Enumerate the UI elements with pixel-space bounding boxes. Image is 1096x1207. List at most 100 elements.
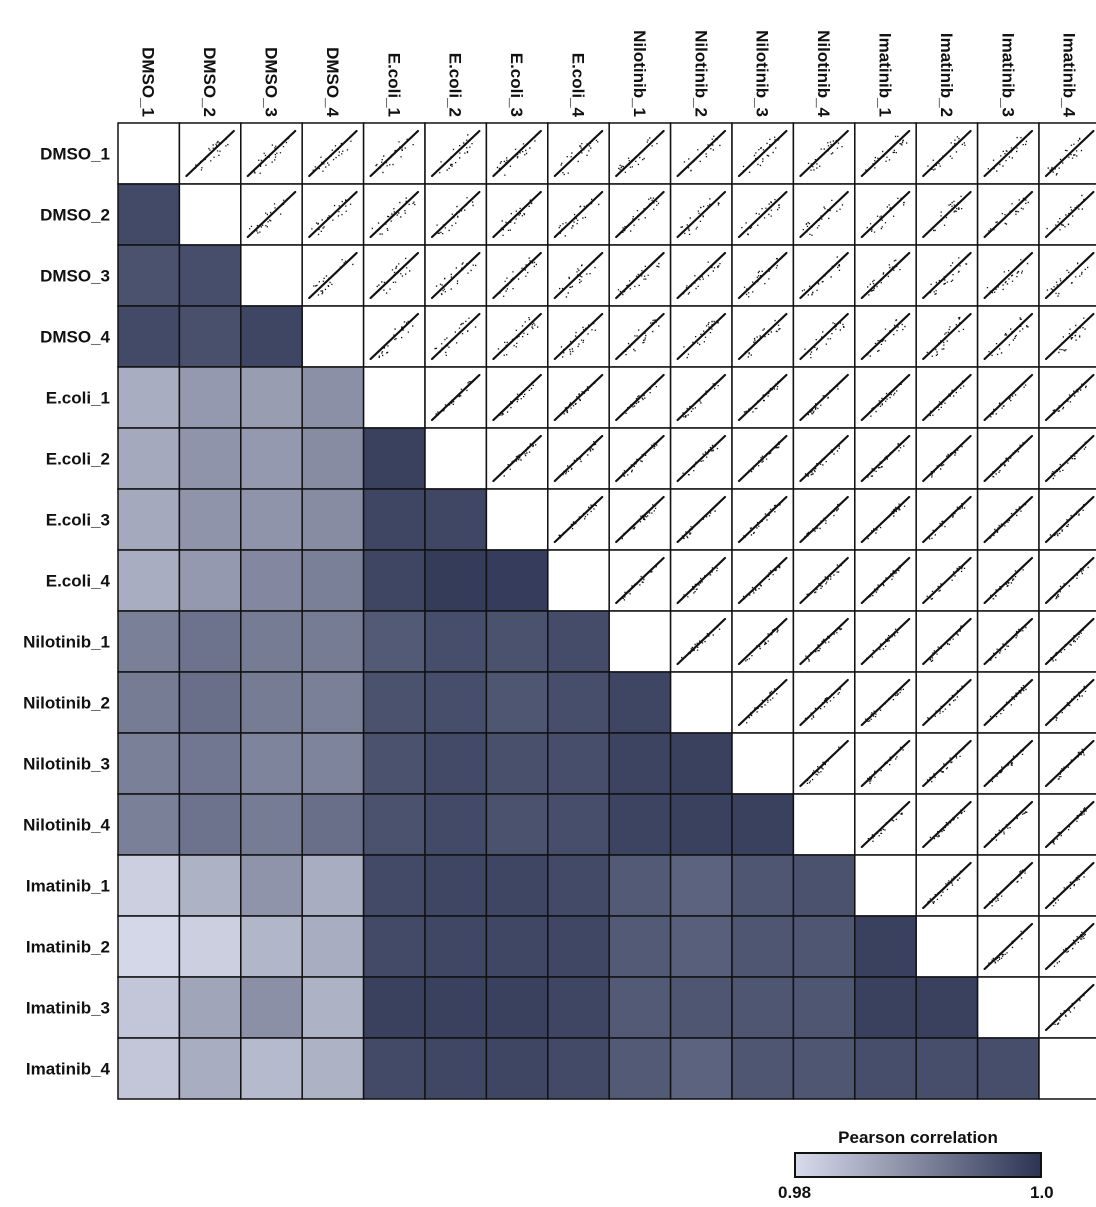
scatter-trend bbox=[1044, 800, 1095, 849]
colorbar-title: Pearson correlation bbox=[838, 1128, 998, 1147]
scatter-points bbox=[1053, 931, 1086, 967]
scatter-trend bbox=[553, 129, 604, 178]
heatmap-cell bbox=[362, 610, 426, 673]
scatter-points bbox=[683, 135, 721, 172]
scatter-trend bbox=[676, 129, 727, 178]
heatmap-cell bbox=[547, 671, 610, 734]
heatmap-cell bbox=[485, 854, 549, 917]
scatter-trend bbox=[922, 800, 972, 849]
scatter-points bbox=[986, 259, 1029, 295]
scatter-points bbox=[503, 443, 537, 477]
scatter-trend bbox=[615, 495, 665, 544]
heatmap-cell bbox=[485, 671, 549, 734]
diagonal-cell bbox=[117, 122, 181, 185]
diagonal-cell bbox=[976, 976, 1040, 1039]
scatter-points bbox=[929, 809, 966, 840]
row-label: DMSO_2 bbox=[40, 206, 110, 225]
scatter-trend bbox=[983, 129, 1034, 178]
heatmap-cell bbox=[608, 976, 672, 1039]
scatter-trend bbox=[308, 251, 358, 300]
scatter-trend bbox=[922, 861, 972, 910]
heatmap-cell bbox=[731, 976, 795, 1039]
heatmap-cell bbox=[117, 610, 181, 673]
heatmap-cell bbox=[485, 793, 549, 856]
heatmap-cell bbox=[424, 915, 488, 978]
heatmap-cell bbox=[362, 1037, 426, 1100]
heatmap-cell bbox=[362, 854, 426, 917]
scatter-trend bbox=[983, 556, 1034, 605]
heatmap-cell bbox=[178, 915, 242, 978]
colorbar-max-label: 1.0 bbox=[1030, 1183, 1054, 1202]
scatter-points bbox=[929, 625, 962, 662]
heatmap-cell bbox=[301, 671, 365, 734]
heatmap-cell bbox=[240, 976, 303, 1039]
scatter-trend bbox=[553, 190, 604, 239]
heatmap-cell bbox=[240, 366, 303, 429]
heatmap-cell bbox=[240, 610, 303, 673]
column-label: E.coli_2 bbox=[446, 53, 465, 117]
scatter-points bbox=[807, 382, 841, 416]
scatter-trend bbox=[860, 800, 911, 849]
heatmap-cell bbox=[178, 244, 242, 307]
heatmap-cell bbox=[240, 488, 303, 551]
heatmap-cell bbox=[178, 366, 242, 429]
scatter-trend bbox=[922, 312, 972, 361]
scatter-points bbox=[867, 503, 906, 540]
heatmap-cell bbox=[117, 976, 181, 1039]
colorbar-gradient bbox=[794, 1152, 1042, 1178]
column-label: Nilotinib_2 bbox=[691, 30, 710, 117]
scatter-trend bbox=[553, 434, 604, 483]
column-label: DMSO_1 bbox=[139, 47, 158, 117]
column-label: Nilotinib_1 bbox=[630, 30, 649, 117]
scatter-points bbox=[989, 442, 1024, 478]
heatmap-cell bbox=[178, 427, 242, 490]
scatter-trend bbox=[553, 312, 604, 361]
column-label: E.coli_1 bbox=[384, 53, 403, 117]
scatter-points bbox=[989, 685, 1027, 718]
scatter-trend bbox=[430, 251, 481, 300]
heatmap-cell bbox=[362, 976, 426, 1039]
heatmap-cell bbox=[301, 488, 365, 551]
scatter-trend bbox=[860, 129, 911, 178]
heatmap-cell bbox=[117, 549, 181, 612]
scatter-trend bbox=[430, 373, 481, 422]
heatmap-cell bbox=[301, 366, 365, 429]
scatter-trend bbox=[1044, 556, 1095, 605]
column-label: Imatinib_2 bbox=[937, 33, 956, 117]
heatmap-cell bbox=[547, 854, 610, 917]
scatter-trend bbox=[369, 190, 420, 239]
heatmap-cell bbox=[424, 976, 488, 1039]
heatmap-cell bbox=[608, 793, 672, 856]
scatter-points bbox=[927, 685, 963, 720]
column-label: E.coli_3 bbox=[507, 53, 526, 117]
heatmap-cell bbox=[669, 976, 733, 1039]
scatter-trend bbox=[860, 556, 911, 605]
scatter-trend bbox=[737, 678, 788, 727]
heatmap-cell bbox=[669, 1037, 733, 1100]
heatmap-cell bbox=[178, 793, 242, 856]
scatter-trend bbox=[615, 312, 665, 361]
scatter-trend bbox=[799, 617, 849, 666]
heatmap-cell bbox=[424, 1037, 488, 1100]
scatter-trend bbox=[492, 129, 542, 178]
scatter-trend bbox=[799, 495, 849, 544]
heatmap-cell bbox=[301, 610, 365, 673]
diagonal-cell bbox=[178, 183, 242, 246]
heatmap-cell bbox=[854, 915, 917, 978]
scatter-trend bbox=[922, 434, 972, 483]
heatmap-cell bbox=[485, 915, 549, 978]
scatter-points bbox=[1052, 994, 1085, 1025]
heatmap-cell bbox=[362, 793, 426, 856]
scatter-points bbox=[681, 626, 721, 659]
heatmap-cell bbox=[731, 793, 795, 856]
column-label: Nilotinib_3 bbox=[753, 30, 772, 117]
scatter-points bbox=[682, 567, 718, 598]
heatmap-cell bbox=[301, 1037, 365, 1100]
heatmap-cell bbox=[608, 732, 672, 795]
scatter-points bbox=[988, 930, 1024, 964]
row-label: Nilotinib_1 bbox=[23, 633, 110, 652]
scatter-trend bbox=[860, 495, 911, 544]
scatter-trend bbox=[308, 129, 358, 178]
heatmap-cell bbox=[301, 427, 365, 490]
